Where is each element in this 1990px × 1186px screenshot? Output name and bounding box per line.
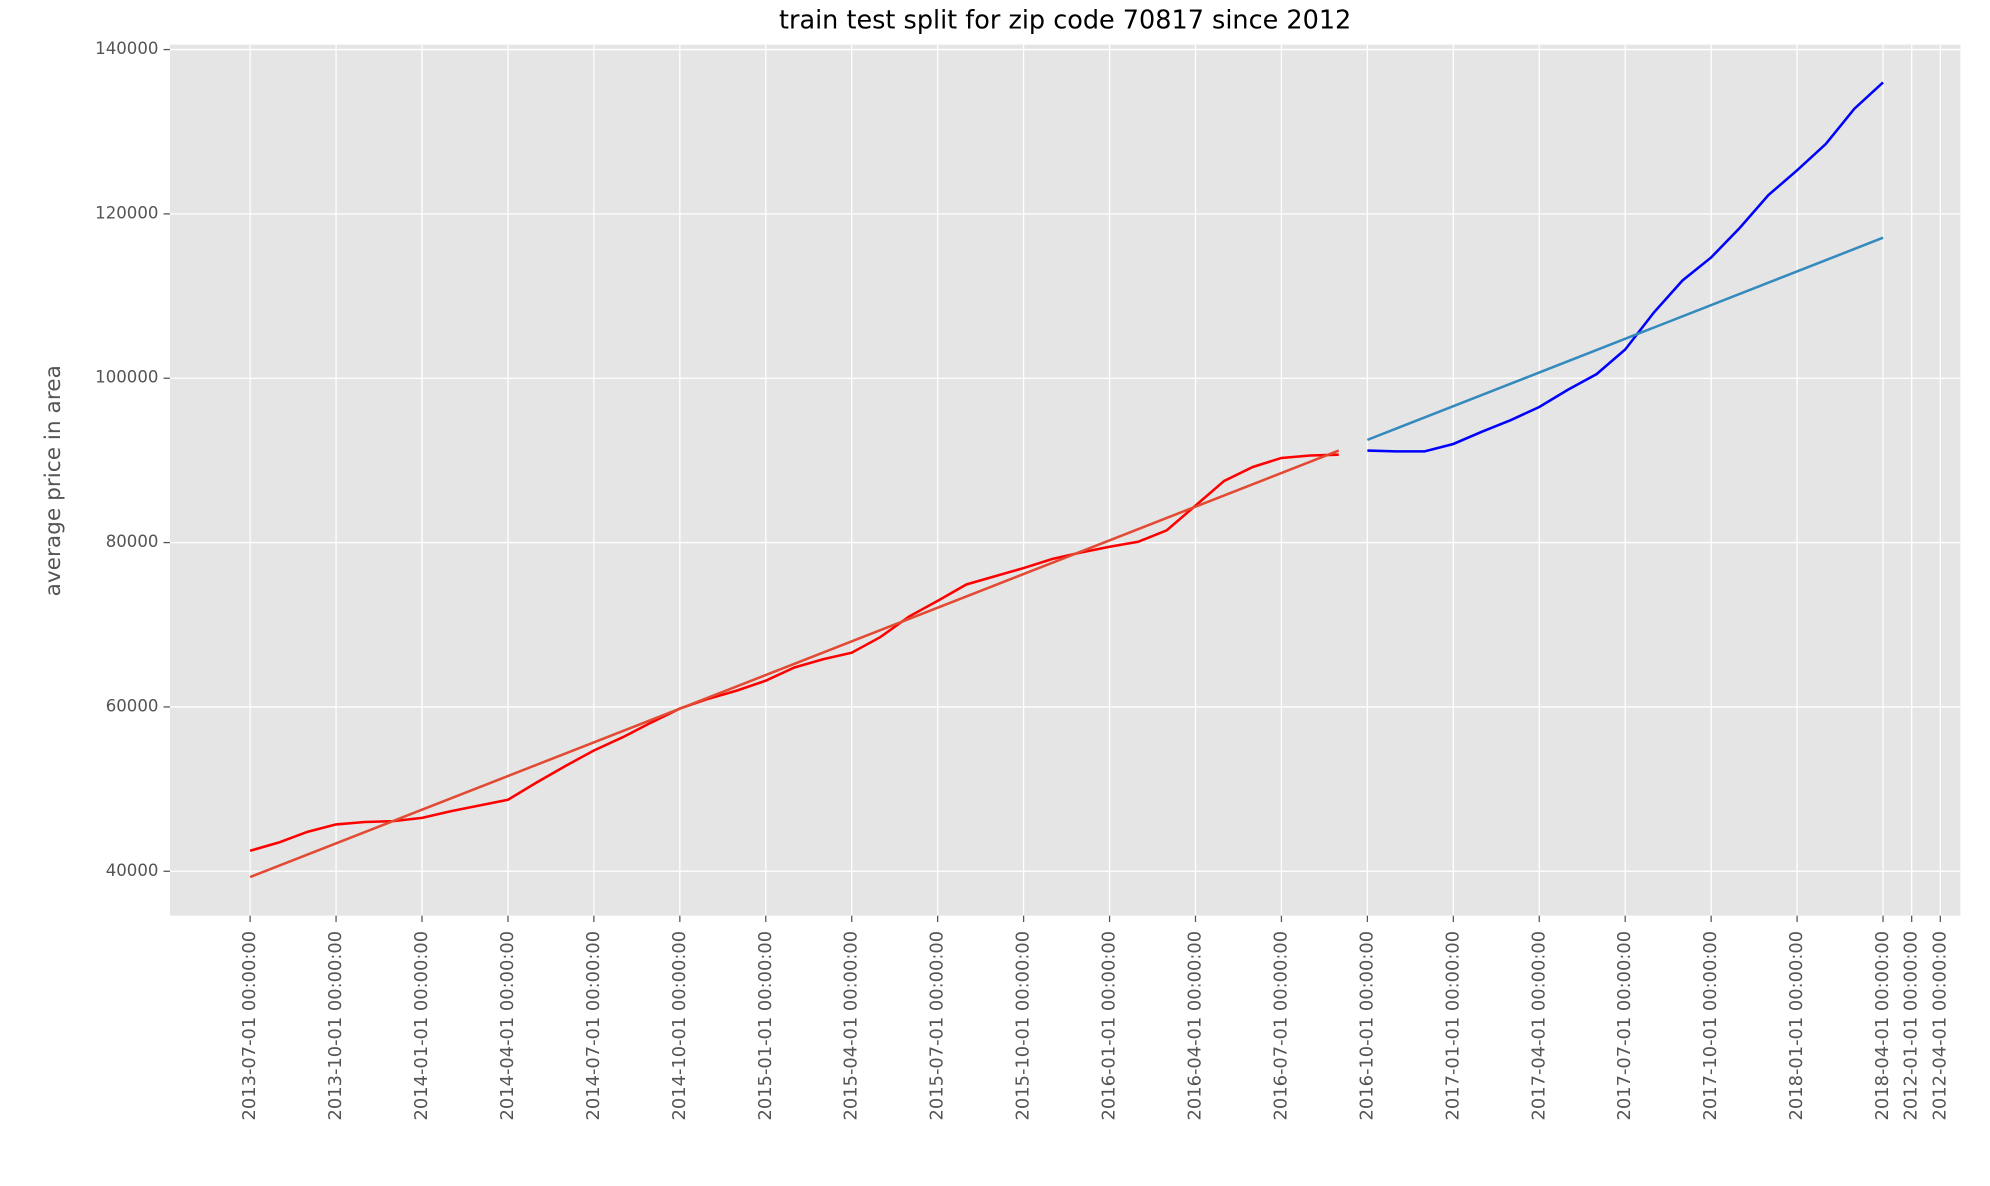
- x-tick-label: 2016-07-01 00:00:00: [1270, 931, 1291, 1121]
- y-tick-label: 60000: [106, 696, 159, 715]
- x-tick-label: 2017-10-01 00:00:00: [1700, 931, 1721, 1121]
- plot-area: [169, 44, 1961, 916]
- x-tick-label: 2015-01-01 00:00:00: [755, 931, 776, 1121]
- y-tick-label: 40000: [106, 861, 159, 880]
- x-tick-label: 2014-04-01 00:00:00: [497, 931, 518, 1121]
- x-tick-label: 2017-04-01 00:00:00: [1528, 931, 1549, 1121]
- y-tick-label: 120000: [95, 203, 158, 222]
- y-tick-label: 100000: [95, 368, 158, 387]
- series-line: [249, 449, 1340, 879]
- y-tick-label: 140000: [95, 39, 158, 58]
- x-tick-label: 2013-10-01 00:00:00: [325, 931, 346, 1121]
- x-tick-label: 2016-10-01 00:00:00: [1356, 931, 1377, 1121]
- chart-title: train test split for zip code 70817 sinc…: [779, 6, 1351, 36]
- x-tick-label: 2014-10-01 00:00:00: [669, 931, 690, 1121]
- x-tick-label: 2012-04-01 00:00:00: [1929, 931, 1950, 1121]
- x-tick-label: 2012-01-01 00:00:00: [1901, 931, 1922, 1121]
- x-tick-label: 2013-07-01 00:00:00: [239, 931, 260, 1121]
- x-tick-label: 2015-10-01 00:00:00: [1013, 931, 1034, 1121]
- series-line: [1367, 81, 1884, 453]
- x-tick-label: 2015-04-01 00:00:00: [841, 931, 862, 1121]
- x-tick-label: 2018-01-01 00:00:00: [1786, 931, 1807, 1121]
- series-line: [1366, 236, 1884, 442]
- x-tick-label: 2018-04-01 00:00:00: [1872, 931, 1893, 1121]
- x-tick-label: 2014-07-01 00:00:00: [583, 931, 604, 1121]
- x-tick-label: 2014-01-01 00:00:00: [411, 931, 432, 1121]
- x-tick-label: 2016-01-01 00:00:00: [1099, 931, 1120, 1121]
- x-tick-label: 2016-04-01 00:00:00: [1184, 931, 1205, 1121]
- x-tick-label: 2017-01-01 00:00:00: [1442, 931, 1463, 1121]
- x-tick-label: 2017-07-01 00:00:00: [1614, 931, 1635, 1121]
- y-axis-label: average price in area: [41, 365, 66, 596]
- y-tick-label: 80000: [106, 532, 159, 551]
- series-line: [249, 453, 1339, 852]
- x-tick-label: 2015-07-01 00:00:00: [927, 931, 948, 1121]
